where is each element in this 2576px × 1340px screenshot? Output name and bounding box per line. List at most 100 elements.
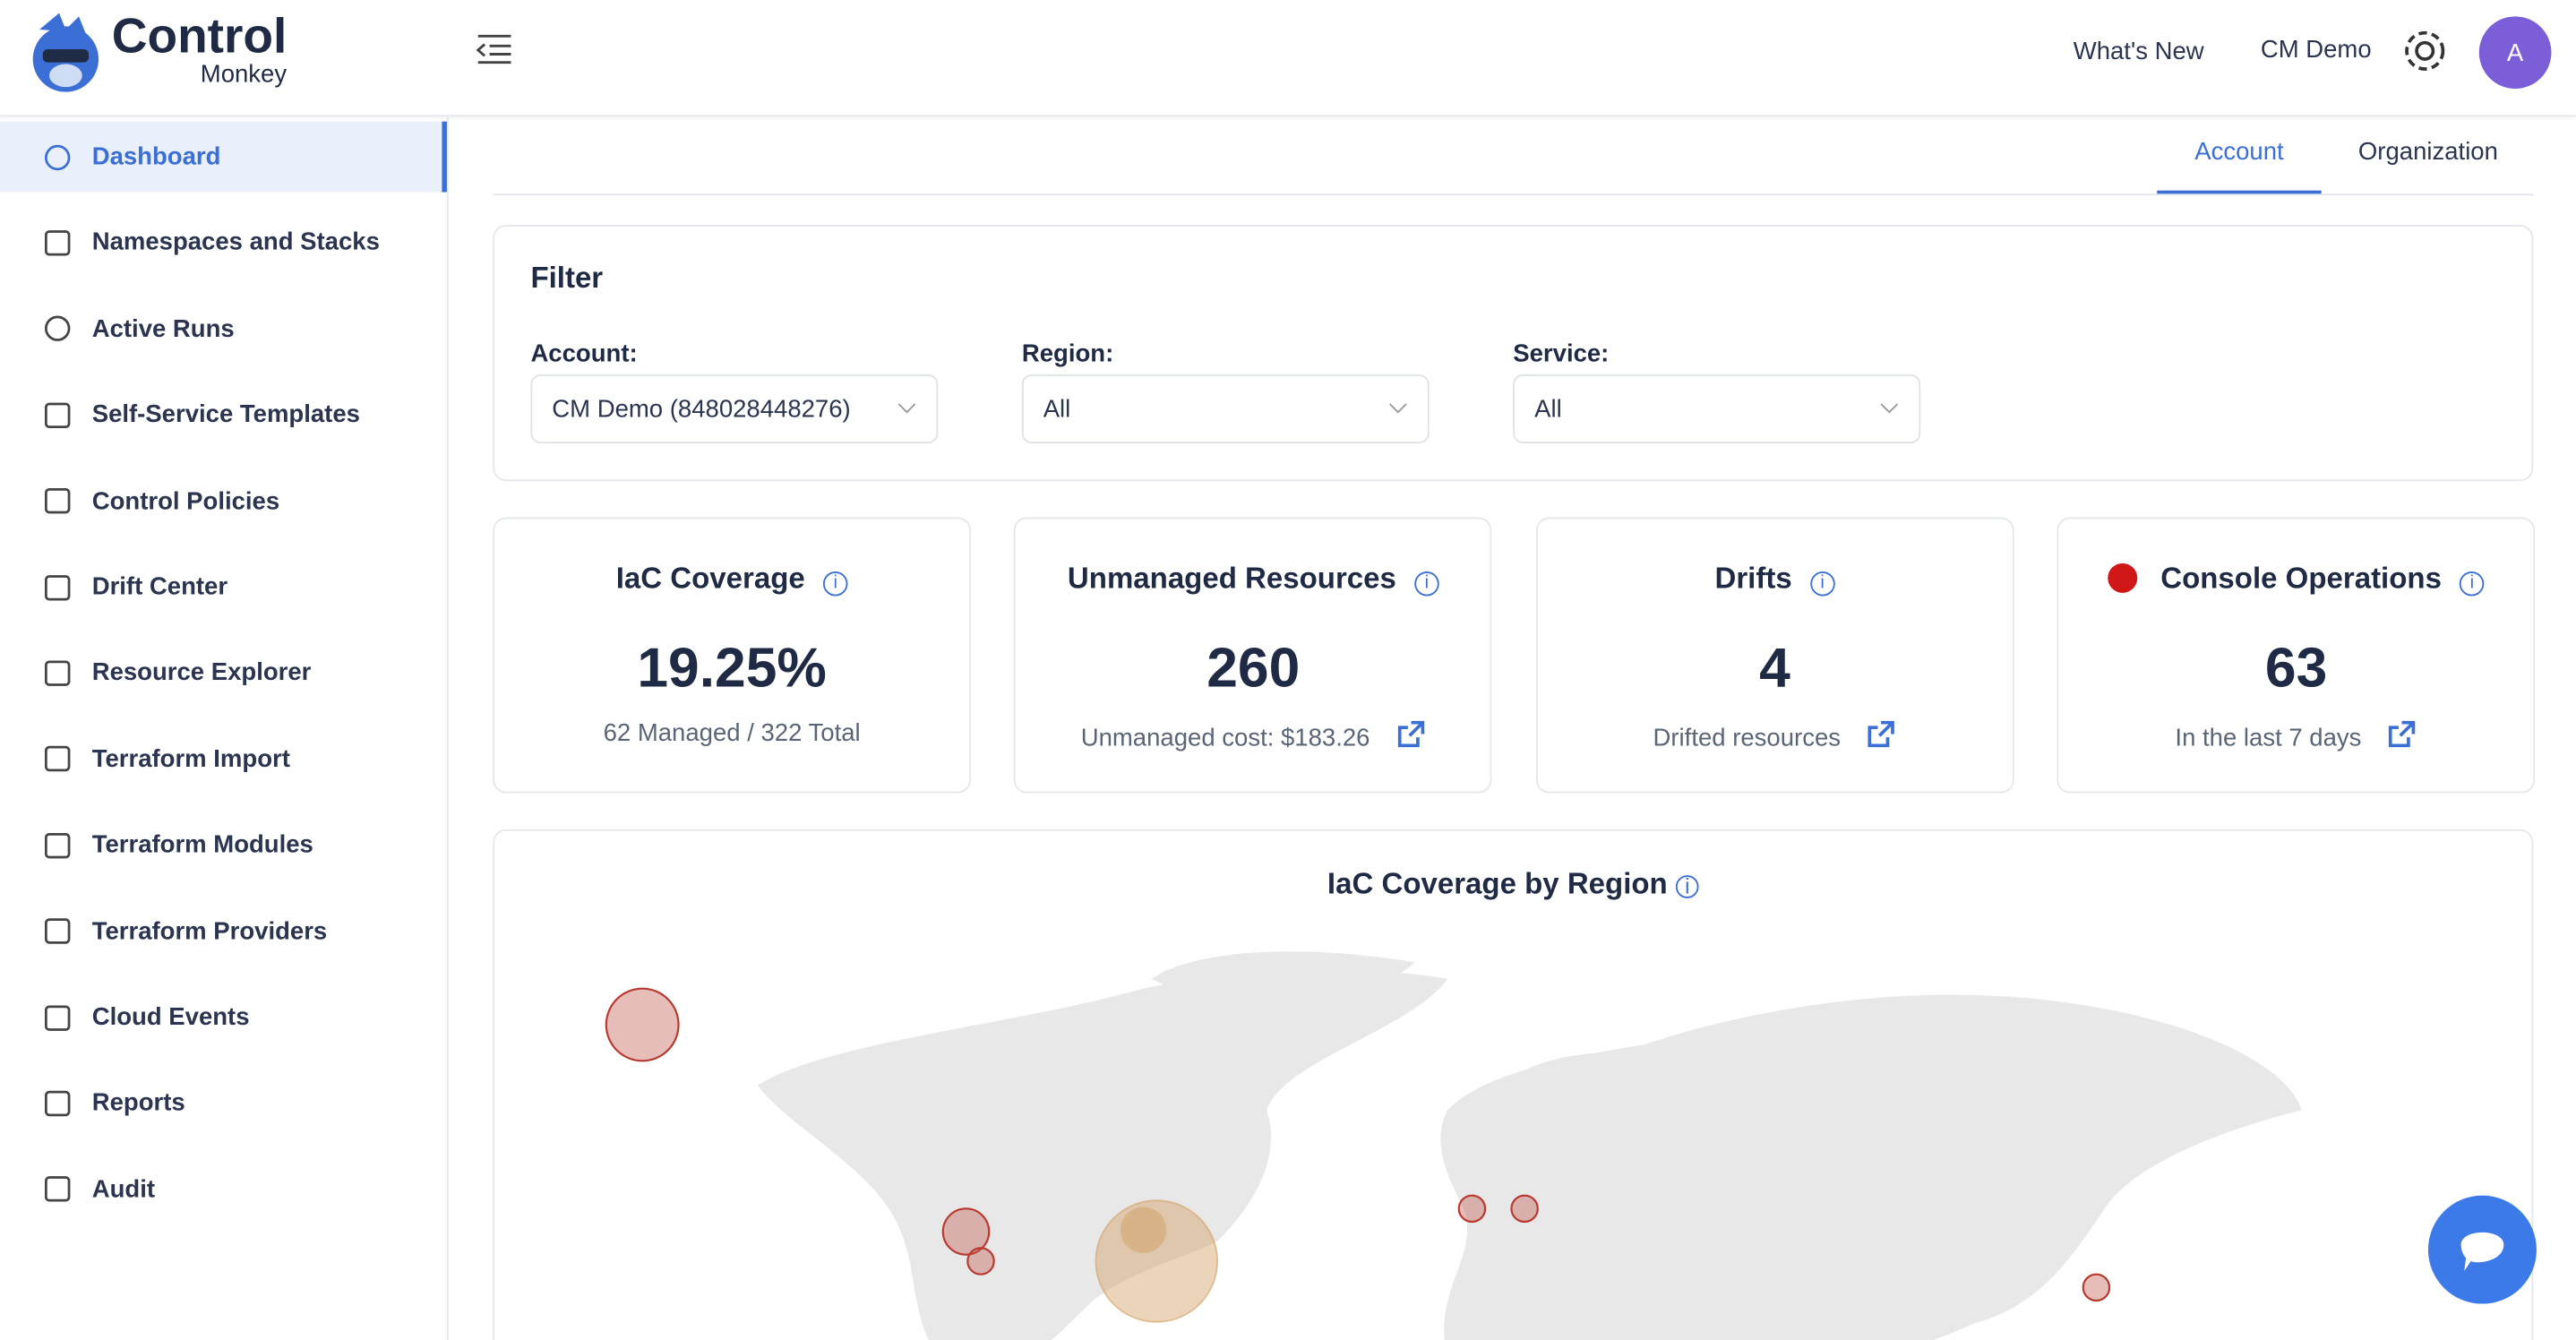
nav-label: Audit	[91, 1175, 156, 1204]
map-title-text: IaC Coverage by Region	[1327, 866, 1668, 900]
stat-caption-text: 62 Managed / 322 Total	[603, 718, 861, 748]
nav-icon	[44, 316, 71, 342]
nav-item[interactable]: Terraform Providers	[0, 896, 447, 966]
chat-button[interactable]	[2427, 1195, 2537, 1304]
stat-caption: In the last 7 days	[2059, 719, 2534, 753]
tab[interactable]: Organization	[2357, 137, 2498, 167]
nav-icon	[44, 574, 71, 600]
external-link[interactable]	[1396, 719, 1426, 749]
nav-label: Self-Service Templates	[91, 400, 360, 429]
map-title: IaC Coverage by Region i	[494, 867, 2531, 901]
nav-label: Dashboard	[91, 142, 221, 171]
map-card: IaC Coverage by Region i	[493, 829, 2534, 1340]
filter-label: Region:	[1021, 339, 1114, 368]
stat-caption: Drifted resources	[1537, 719, 2012, 753]
nav-item[interactable]: Self-Service Templates	[0, 380, 447, 451]
nav-label: Terraform Import	[91, 744, 290, 774]
stat-title-text: Drifts	[1714, 561, 1792, 595]
nav-label: Reports	[91, 1089, 185, 1118]
nav-item[interactable]: Reports	[0, 1068, 447, 1138]
stat-caption-text: Drifted resources	[1653, 724, 1842, 752]
stat-title: IaC Coverage i	[494, 561, 969, 597]
select-value: All	[1534, 394, 1562, 424]
world-map	[605, 951, 2302, 1340]
stat-caption-text: In the last 7 days	[2175, 724, 2362, 752]
nav-item[interactable]: Terraform Modules	[0, 810, 447, 880]
stat-title-text: Unmanaged Resources	[1067, 561, 1396, 595]
logo-text: Control	[111, 9, 288, 64]
stat-caption: Unmanaged cost: $183.26	[1016, 719, 1490, 753]
external-link[interactable]	[2388, 719, 2417, 749]
info-icon[interactable]: i	[1809, 571, 1835, 597]
external-link[interactable]	[1867, 719, 1896, 749]
menu-toggle[interactable]	[476, 33, 512, 66]
nav-icon	[44, 1090, 71, 1117]
chevron	[897, 403, 916, 414]
nav-label: Resource Explorer	[91, 658, 312, 688]
nav-icon	[44, 488, 71, 514]
sidebar: Dashboard Namespaces and Stacks Active Run…	[0, 116, 449, 1340]
stat-value: 260	[1206, 637, 1301, 700]
nav-item[interactable]: Cloud Events	[0, 982, 447, 1052]
whats-new-link[interactable]: What's New	[2073, 38, 2204, 66]
nav-label: Terraform Modules	[91, 831, 313, 860]
nav-icon	[44, 918, 71, 944]
nav-label: Cloud Events	[91, 1003, 250, 1032]
nav-item[interactable]: Drift Center	[0, 552, 447, 623]
nav-item[interactable]: Dashboard	[0, 121, 447, 193]
status-dot	[2108, 563, 2138, 593]
stat-title: Console Operations i	[2059, 562, 2534, 597]
tab-active[interactable]: Account	[2194, 137, 2284, 167]
nav-icon	[44, 1176, 71, 1203]
filter-label: Service:	[1513, 339, 1610, 368]
stat-card: Drifts i 4 Drifted resources	[1535, 517, 2014, 794]
chevron	[1880, 403, 1899, 414]
stat-value: 4	[1759, 637, 1790, 700]
filter-select[interactable]: CM Demo (848028448276)	[530, 374, 939, 443]
nav-icon	[44, 832, 71, 858]
stat-title-text: IaC Coverage	[615, 561, 805, 595]
info-icon[interactable]: i	[1414, 571, 1439, 597]
filter-label: Account:	[530, 339, 638, 368]
stat-card: IaC Coverage i 19.25% 62 Managed / 322 T…	[493, 517, 972, 794]
stat-value: 19.25%	[637, 637, 827, 700]
nav-item[interactable]: Terraform Import	[0, 724, 447, 795]
info-icon[interactable]: i	[822, 571, 848, 597]
nav-icon	[44, 229, 71, 256]
avatar[interactable]: A	[2478, 16, 2552, 89]
chevron	[1389, 403, 1407, 414]
nav-item[interactable]: Resource Explorer	[0, 638, 447, 709]
account-link[interactable]: CM Demo	[2260, 36, 2372, 64]
nav-label: Control Policies	[91, 486, 280, 515]
nav-icon	[44, 1004, 71, 1030]
nav-label: Namespaces and Stacks	[91, 228, 380, 257]
filter-title: Filter	[530, 261, 604, 295]
settings-icon[interactable]	[2399, 24, 2451, 77]
stat-card: Console Operations i 63 In the last 7 da…	[2057, 517, 2536, 794]
nav-item[interactable]: Control Policies	[0, 466, 447, 537]
nav-icon	[44, 746, 71, 772]
info-icon[interactable]: i	[2460, 571, 2485, 597]
info-icon[interactable]: i	[1675, 875, 1699, 898]
tab-divider	[493, 193, 2534, 196]
nav-item[interactable]: Active Runs	[0, 294, 447, 365]
stat-caption-text: Unmanaged cost: $183.26	[1080, 724, 1370, 752]
filter-select[interactable]: All	[1021, 374, 1430, 443]
nav-icon	[44, 402, 71, 428]
nav-item[interactable]: Namespaces and Stacks	[0, 208, 447, 279]
stat-title: Unmanaged Resources i	[1016, 561, 1490, 597]
logo-icon	[32, 13, 99, 92]
select-value: All	[1043, 394, 1071, 424]
nav-label: Terraform Providers	[91, 917, 328, 946]
nav-icon	[44, 660, 71, 686]
stat-caption: 62 Managed / 322 Total	[494, 719, 969, 749]
select-value: CM Demo (848028448276)	[552, 394, 851, 424]
nav-item[interactable]: Audit	[0, 1154, 447, 1224]
nav-icon	[44, 143, 71, 170]
filter-select[interactable]: All	[1513, 374, 1921, 443]
logo-subtext: Monkey	[200, 60, 288, 89]
stat-title: Drifts i	[1537, 561, 2012, 597]
header: Control Monkey What's New CM Demo A	[0, 0, 2576, 117]
